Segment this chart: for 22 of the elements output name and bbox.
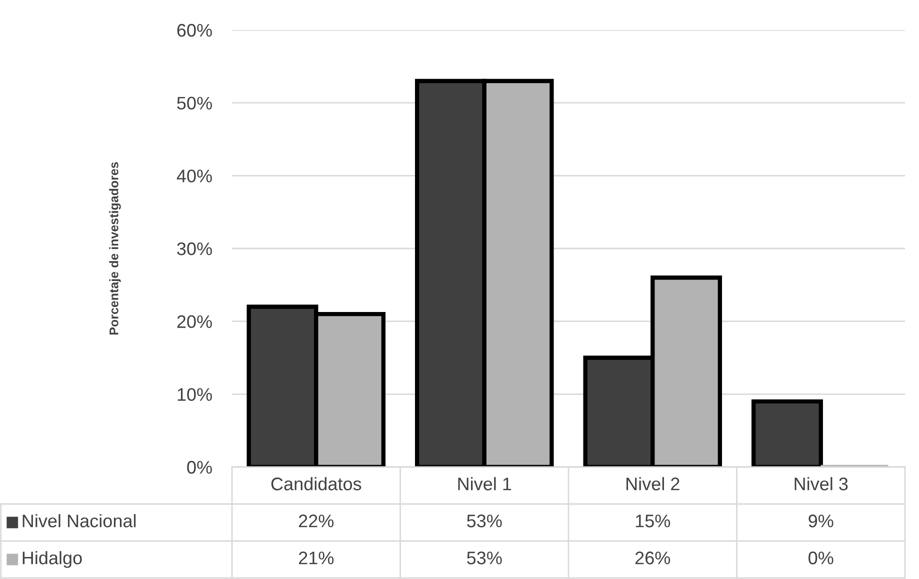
legend-label: Nivel Nacional bbox=[22, 514, 136, 528]
data-label: 26% bbox=[635, 552, 670, 564]
x-tick-label: Nivel 1 bbox=[458, 477, 512, 490]
y-tick-label: 20% bbox=[177, 315, 212, 328]
legend-label: Hidalgo bbox=[22, 551, 82, 568]
y-tick-label: 0% bbox=[187, 460, 212, 474]
x-tick-label: Nivel 2 bbox=[626, 477, 680, 490]
data-label: 22% bbox=[298, 514, 334, 528]
data-label: 9% bbox=[808, 514, 834, 528]
y-tick-label: 60% bbox=[177, 24, 212, 37]
y-tick-label: 30% bbox=[177, 242, 212, 256]
data-label: 53% bbox=[467, 552, 502, 564]
x-tick-label: Nivel 3 bbox=[794, 477, 848, 490]
data-label: 15% bbox=[636, 514, 670, 528]
y-tick-label: 50% bbox=[177, 96, 212, 110]
y-axis-title: Porcentaje de investigadores bbox=[109, 162, 121, 334]
y-tick-label: 40% bbox=[176, 170, 212, 182]
data-label: 53% bbox=[467, 514, 502, 528]
data-label: 0% bbox=[808, 552, 834, 564]
data-label: 21% bbox=[298, 552, 334, 564]
y-tick-label: 10% bbox=[178, 388, 212, 401]
x-tick-label: Candidatos bbox=[271, 477, 362, 490]
